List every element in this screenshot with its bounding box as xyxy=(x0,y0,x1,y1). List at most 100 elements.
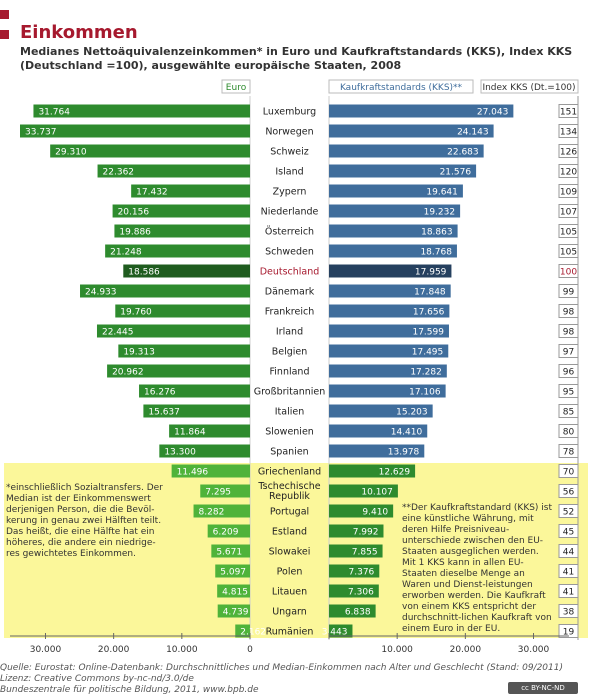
index-value: 41 xyxy=(563,588,574,598)
euro-value-label: 13.300 xyxy=(164,448,196,458)
header-euro-box xyxy=(221,79,251,94)
euro-bar xyxy=(217,604,250,618)
x-tick-label: 0 xyxy=(247,645,253,655)
country-label: Irland xyxy=(276,327,303,338)
index-box xyxy=(558,304,579,318)
euro-bar xyxy=(171,464,250,478)
index-value: 151 xyxy=(560,108,577,118)
kks-bar xyxy=(329,384,446,398)
euro-value-label: 2.162 xyxy=(240,628,266,638)
kks-value-label: 17.848 xyxy=(414,288,446,298)
index-value: 105 xyxy=(560,248,577,258)
country-label: Schweiz xyxy=(270,147,309,158)
index-value: 105 xyxy=(560,228,577,238)
kks-bar xyxy=(329,304,450,318)
euro-value-label: 7.295 xyxy=(205,488,231,498)
euro-bar xyxy=(105,244,250,258)
index-value: 41 xyxy=(563,568,574,578)
euro-bar xyxy=(193,504,250,518)
index-value: 95 xyxy=(563,388,574,398)
index-box xyxy=(558,564,579,578)
kks-value-label: 19.641 xyxy=(426,188,458,198)
index-value: 97 xyxy=(563,348,574,358)
page-title: Einkommen xyxy=(20,22,138,43)
kks-value-label: 19.232 xyxy=(424,208,456,218)
euro-value-label: 20.156 xyxy=(118,208,150,218)
euro-bar xyxy=(50,144,250,158)
euro-bar xyxy=(169,424,250,438)
index-box xyxy=(558,264,579,278)
header-kks: Kaufkraftstandards (KKS)** xyxy=(340,83,463,93)
kks-value-label: 17.959 xyxy=(415,268,447,278)
title-marker-top xyxy=(0,10,9,19)
index-box xyxy=(558,444,579,458)
index-value: 107 xyxy=(560,208,577,218)
kks-value-label: 13.978 xyxy=(388,448,420,458)
country-label: Luxemburg xyxy=(263,107,316,118)
index-value: 44 xyxy=(563,548,575,558)
kks-bar xyxy=(329,164,477,178)
x-tick-label: 10.000 xyxy=(166,645,198,655)
country-label: Finnland xyxy=(270,367,310,378)
header-index-box xyxy=(480,79,579,94)
index-value: 56 xyxy=(563,488,575,498)
index-value: 52 xyxy=(563,508,574,518)
kks-bar xyxy=(329,344,449,358)
euro-bar xyxy=(96,324,250,338)
x-tick-label: 10.000 xyxy=(381,645,413,655)
country-label: Island xyxy=(275,167,303,178)
column-headers: Euro Kaufkraftstandards (KKS)** Index KKS … xyxy=(221,79,579,94)
index-box xyxy=(558,384,579,398)
index-box xyxy=(558,404,579,418)
kks-value-label: 7.376 xyxy=(349,568,375,578)
country-label: Niederlande xyxy=(261,207,319,218)
index-box xyxy=(558,324,579,338)
index-box xyxy=(558,484,579,498)
index-box xyxy=(558,604,579,618)
index-box xyxy=(558,164,579,178)
note-kks: **Der Kaufkraftstandard (KKS) ist eine k… xyxy=(402,503,554,634)
index-box xyxy=(558,124,579,138)
euro-bar xyxy=(97,164,250,178)
kks-bar xyxy=(329,484,398,498)
euro-value-label: 11.864 xyxy=(174,428,206,438)
euro-bar xyxy=(207,524,250,538)
euro-bar xyxy=(217,584,250,598)
country-label: Slowakei xyxy=(269,547,311,558)
euro-bar xyxy=(114,224,250,238)
country-label-line: Republik xyxy=(269,491,310,502)
country-label: Rumänien xyxy=(266,627,314,638)
index-value: 70 xyxy=(563,468,575,478)
header-index: Index KKS (Dt.=100) xyxy=(482,83,575,93)
country-label: Tschechische Republik xyxy=(257,481,320,502)
euro-value-label: 6.209 xyxy=(213,528,239,538)
kks-bar xyxy=(329,584,379,598)
x-tick-label: 30.000 xyxy=(518,645,550,655)
note-kks-text: **Der Kaufkraftstandard (KKS) ist eine k… xyxy=(402,503,553,634)
euro-value-label: 24.933 xyxy=(85,288,117,298)
kks-value-label: 7.855 xyxy=(352,548,378,558)
euro-bar xyxy=(131,184,250,198)
euro-value-label: 5.671 xyxy=(216,548,242,558)
euro-bar xyxy=(159,444,250,458)
kks-bar xyxy=(329,544,383,558)
index-box xyxy=(558,144,579,158)
index-value: 19 xyxy=(563,628,575,638)
euro-bar xyxy=(107,364,250,378)
euro-bar xyxy=(112,204,250,218)
x-tick-label: 20.000 xyxy=(98,645,130,655)
kks-bar xyxy=(329,444,425,458)
index-value: 45 xyxy=(563,528,574,538)
euro-value-label: 16.276 xyxy=(144,388,176,398)
country-label: Dänemark xyxy=(265,287,315,298)
index-value: 98 xyxy=(563,308,575,318)
index-box xyxy=(558,424,579,438)
country-label: Spanien xyxy=(270,447,308,458)
kks-bar xyxy=(329,404,433,418)
kks-bar xyxy=(329,564,380,578)
index-box xyxy=(558,204,579,218)
euro-value-label: 33.737 xyxy=(25,128,57,138)
index-value: 38 xyxy=(563,608,575,618)
index-box xyxy=(558,544,579,558)
euro-bar xyxy=(215,564,250,578)
